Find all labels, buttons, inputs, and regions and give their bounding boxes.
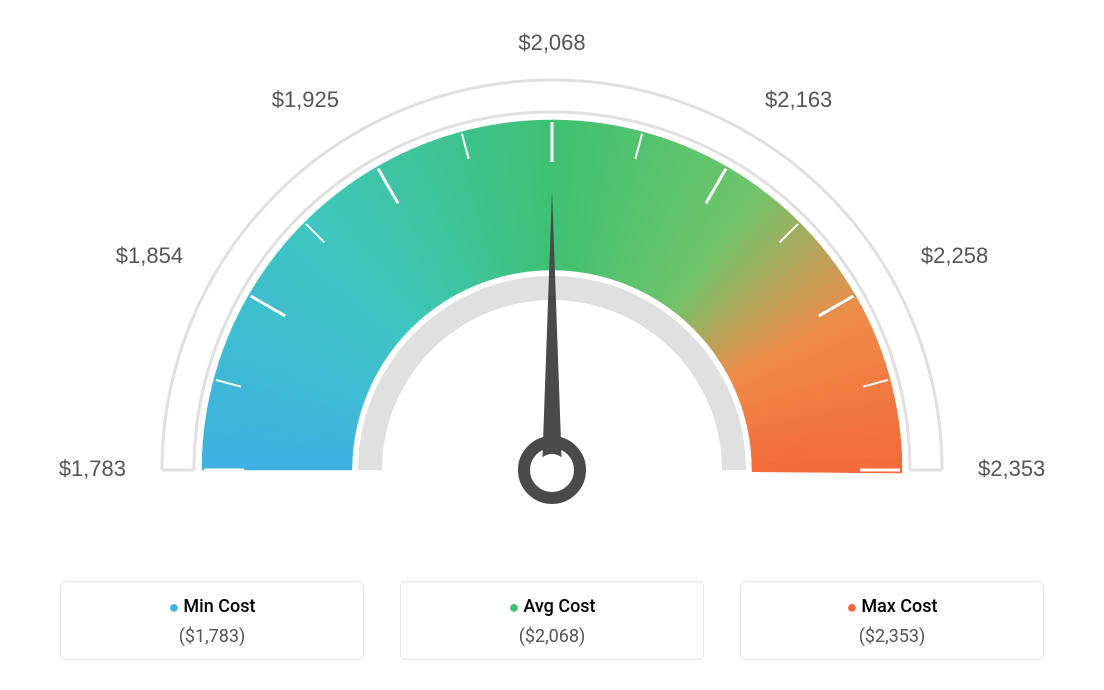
gauge-tick-label: $1,925 [272,87,339,112]
legend-max-bullet: ● [846,597,857,618]
gauge-svg: $1,783 $1,854 $1,925 $2,068 $2,163 $2,258 $2,3… [0,0,1104,540]
gauge-tick-label: $2,068 [518,30,585,55]
legend-avg-value: ($2,068) [411,626,693,647]
legend-max-label: Max Cost [861,596,937,617]
legend-avg-box: ●Avg Cost ($2,068) [400,581,704,660]
legend-min-label: Min Cost [183,596,255,617]
legend-min-bullet: ● [169,597,180,618]
legend-avg-title: ●Avg Cost [411,596,693,618]
cost-gauge-chart: $1,783 $1,854 $1,925 $2,068 $2,163 $2,258 $2,3… [0,0,1104,690]
legend-avg-bullet: ● [508,597,519,618]
legend-min-title: ●Min Cost [71,596,353,618]
legend-row: ●Min Cost ($1,783) ●Avg Cost ($2,068) ●M… [0,581,1104,660]
legend-avg-label: Avg Cost [523,596,595,617]
gauge-tick-label: $2,353 [978,456,1045,481]
gauge-tick-label: $2,258 [921,243,988,268]
gauge-tick-label: $2,163 [765,87,832,112]
legend-min-value: ($1,783) [71,626,353,647]
legend-max-value: ($2,353) [751,626,1033,647]
gauge-tick-label: $1,783 [59,456,126,481]
legend-max-box: ●Max Cost ($2,353) [740,581,1044,660]
gauge-tick-label: $1,854 [116,243,183,268]
legend-max-title: ●Max Cost [751,596,1033,618]
legend-min-box: ●Min Cost ($1,783) [60,581,364,660]
